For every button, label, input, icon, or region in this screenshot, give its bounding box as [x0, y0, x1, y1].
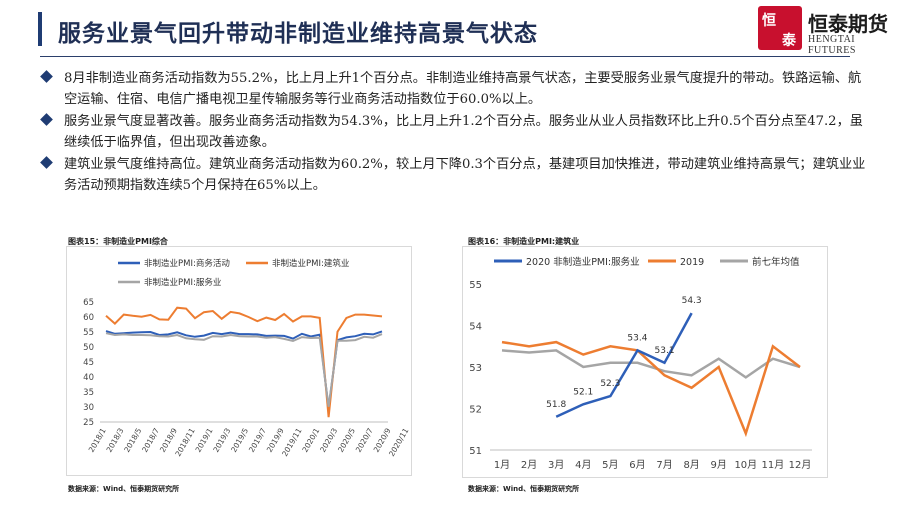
chart2-ytick-label: 53 — [469, 363, 482, 374]
diamond-bullet-icon — [40, 70, 53, 83]
chart2-xtick-label: 3月 — [548, 459, 564, 471]
header: 服务业景气回升带动非制造业维持高景气状态 恒 泰 恒泰期货 HENGTAI FU… — [0, 0, 900, 56]
logo-seal-char-2: 泰 — [782, 33, 796, 49]
chart1-ytick-label: 60 — [83, 313, 94, 323]
chart2-data-label: 54.3 — [682, 296, 702, 306]
chart2-series-line — [501, 340, 801, 438]
bullet-item: 服务业景气度显著改善。服务业商务活动指数为54.3%，比上月上升1.2个百分点。… — [40, 111, 870, 153]
chart1-ytick-label: 45 — [83, 358, 94, 368]
logo-en: HENGTAI FUTURES — [808, 34, 856, 56]
chart2-xtick-label: 12月 — [789, 459, 812, 471]
chart2-legend-label: 2019 — [680, 257, 704, 268]
chart1-series-line — [105, 332, 383, 407]
chart2: 2020 非制造业PMI:服务业 2019 前七年均值 51 52 53 54 55 1月 2月 3… — [462, 246, 828, 478]
header-divider — [40, 56, 850, 57]
chart1-ytick-label: 40 — [83, 373, 94, 383]
chart2-xtick-label: 5月 — [602, 459, 618, 471]
bullet-text: 8月非制造业商务活动指数为55.2%，比上月上升1个百分点。非制造业维持高景气状… — [64, 71, 862, 107]
chart2-legend-label: 2020 非制造业PMI:服务业 — [526, 256, 640, 268]
chart2-data-label: 53.4 — [627, 333, 647, 343]
chart2-xtick-label: 7月 — [656, 459, 672, 471]
chart2-data-label: 53.1 — [655, 346, 675, 356]
bullet-list: 8月非制造业商务活动指数为55.2%，比上月上升1个百分点。非制造业维持高景气状… — [40, 68, 870, 197]
chart1-title: 图表15：非制造业PMI综合 — [68, 237, 168, 246]
chart1-ytick-label: 50 — [83, 343, 94, 353]
chart2-xtick-label: 4月 — [575, 459, 591, 471]
bullet-item: 8月非制造业商务活动指数为55.2%，比上月上升1个百分点。非制造业维持高景气状… — [40, 68, 870, 110]
chart2-series-line — [501, 349, 801, 379]
bullet-text: 服务业景气度显著改善。服务业商务活动指数为54.3%，比上月上升1.2个百分点。… — [64, 114, 863, 150]
logo-name: 恒泰期货 — [808, 12, 888, 36]
diamond-bullet-icon — [40, 156, 53, 169]
chart2-ytick-label: 54 — [469, 322, 482, 333]
page-title: 服务业景气回升带动非制造业维持高景气状态 — [58, 20, 538, 47]
chart2-data-label: 51.8 — [546, 400, 566, 410]
chart2-title: 图表16：非制造业PMI:建筑业 — [468, 237, 580, 246]
chart1-legend-label: 非制造业PMI:服务业 — [144, 277, 221, 288]
chart2-legend-label: 前七年均值 — [752, 256, 800, 268]
brand-logo: 恒 泰 恒泰期货 HENGTAI FUTURES — [758, 6, 898, 56]
chart2-ytick-label: 52 — [469, 405, 482, 416]
chart1-ytick-label: 35 — [83, 388, 94, 398]
chart1-source: 数据来源：Wind、恒泰期货研究所 — [68, 485, 180, 493]
chart1-legend-label: 非制造业PMI:商务活动 — [144, 258, 230, 269]
chart2-frame — [462, 246, 828, 478]
chart1-ytick-label: 55 — [83, 328, 94, 338]
chart2-xtick-label: 1月 — [494, 459, 510, 471]
chart2-series-line — [555, 312, 693, 418]
chart2-data-label: 52.1 — [573, 387, 593, 397]
chart1-ytick-label: 25 — [83, 418, 94, 428]
chart1-legend-label: 非制造业PMI:建筑业 — [272, 258, 349, 269]
chart2-ytick-label: 55 — [469, 280, 482, 291]
bullet-item: 建筑业景气度维持高位。建筑业商务活动指数为60.2%，较上月下降0.3个百分点，… — [40, 154, 870, 196]
chart2-xtick-label: 8月 — [683, 459, 699, 471]
diamond-bullet-icon — [40, 113, 53, 126]
chart2-source: 数据来源：Wind、恒泰期货研究所 — [468, 485, 580, 493]
chart2-xtick-label: 2月 — [521, 459, 537, 471]
chart2-data-label: 52.3 — [600, 379, 620, 389]
chart1-ytick-label: 30 — [83, 403, 94, 413]
logo-seal-char-1: 恒 — [762, 13, 776, 29]
logo-seal-icon: 恒 泰 — [758, 6, 802, 50]
chart2-ytick-label: 51 — [469, 446, 482, 457]
chart1-ytick-label: 65 — [83, 298, 94, 308]
title-accent-bar — [38, 12, 42, 46]
chart2-xtick-label: 6月 — [629, 459, 645, 471]
chart2-xtick-label: 11月 — [762, 459, 785, 471]
chart1-frame — [66, 246, 412, 476]
chart2-xtick-label: 10月 — [734, 459, 757, 471]
chart2-xtick-label: 9月 — [711, 459, 727, 471]
bullet-text: 建筑业景气度维持高位。建筑业商务活动指数为60.2%，较上月下降0.3个百分点，… — [64, 157, 866, 193]
